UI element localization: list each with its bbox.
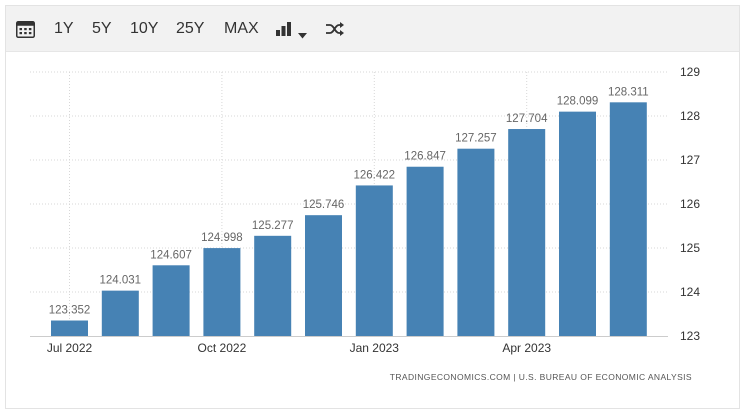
bar-value-label: 127.704 (506, 113, 548, 125)
range-5y-button[interactable]: 5Y (92, 20, 112, 37)
range-1y-button[interactable]: 1Y (54, 20, 74, 37)
bar-value-label: 124.998 (201, 232, 243, 244)
bar-value-label: 126.422 (354, 169, 396, 181)
bar-value-label: 125.277 (252, 220, 294, 232)
bar-value-label: 126.847 (404, 151, 446, 163)
x-tick-label: Jul 2022 (47, 341, 93, 355)
bar-chart-icon[interactable] (276, 22, 292, 36)
bar (609, 102, 647, 336)
chart-toolbar: 1Y 5Y 10Y 25Y MAX (6, 6, 739, 52)
y-tick-label: 125 (680, 241, 700, 255)
bar-value-label: 127.257 (455, 133, 497, 145)
shuffle-icon[interactable] (326, 21, 344, 37)
source-attribution: TRADINGECONOMICS.COM | U.S. BUREAU OF EC… (390, 372, 692, 382)
bar (355, 185, 393, 336)
x-tick-label: Oct 2022 (198, 341, 247, 355)
bars (51, 102, 647, 336)
y-tick-label: 129 (680, 65, 700, 79)
bar (508, 129, 546, 336)
y-tick-label: 127 (680, 153, 700, 167)
bar (101, 290, 139, 336)
y-tick-label: 124 (680, 285, 700, 299)
bar (559, 111, 596, 336)
bar-value-label: 125.746 (303, 199, 345, 211)
bar-value-label: 124.607 (150, 249, 192, 261)
x-axis: Jul 2022 Oct 2022 Jan 2023 Apr 2023 (47, 341, 552, 355)
bar (457, 148, 495, 336)
bar (51, 320, 88, 336)
caret-down-icon[interactable] (298, 26, 307, 39)
bar-value-label: 128.311 (608, 86, 649, 98)
range-10y-button[interactable]: 10Y (130, 20, 159, 37)
bar-value-label: 124.031 (100, 275, 142, 287)
bar-value-label: 123.352 (49, 305, 91, 317)
x-tick-label: Jan 2023 (350, 341, 400, 355)
range-max-button[interactable]: MAX (224, 20, 259, 37)
y-tick-label: 123 (680, 329, 700, 343)
y-tick-label: 126 (680, 197, 700, 211)
bar (152, 265, 190, 336)
bar (254, 235, 292, 336)
y-tick-label: 128 (680, 109, 700, 123)
bar (305, 215, 342, 336)
bar (203, 248, 241, 336)
bar-value-label: 128.099 (557, 96, 599, 108)
range-25y-button[interactable]: 25Y (176, 20, 205, 37)
calendar-icon[interactable] (16, 20, 35, 38)
x-tick-label: Apr 2023 (502, 341, 551, 355)
value-labels: 123.352 124.031 124.607 124.998 125.277 125.7… (49, 86, 649, 316)
y-axis: 123 124 125 126 127 128 129 (680, 65, 700, 343)
bar (406, 166, 444, 336)
